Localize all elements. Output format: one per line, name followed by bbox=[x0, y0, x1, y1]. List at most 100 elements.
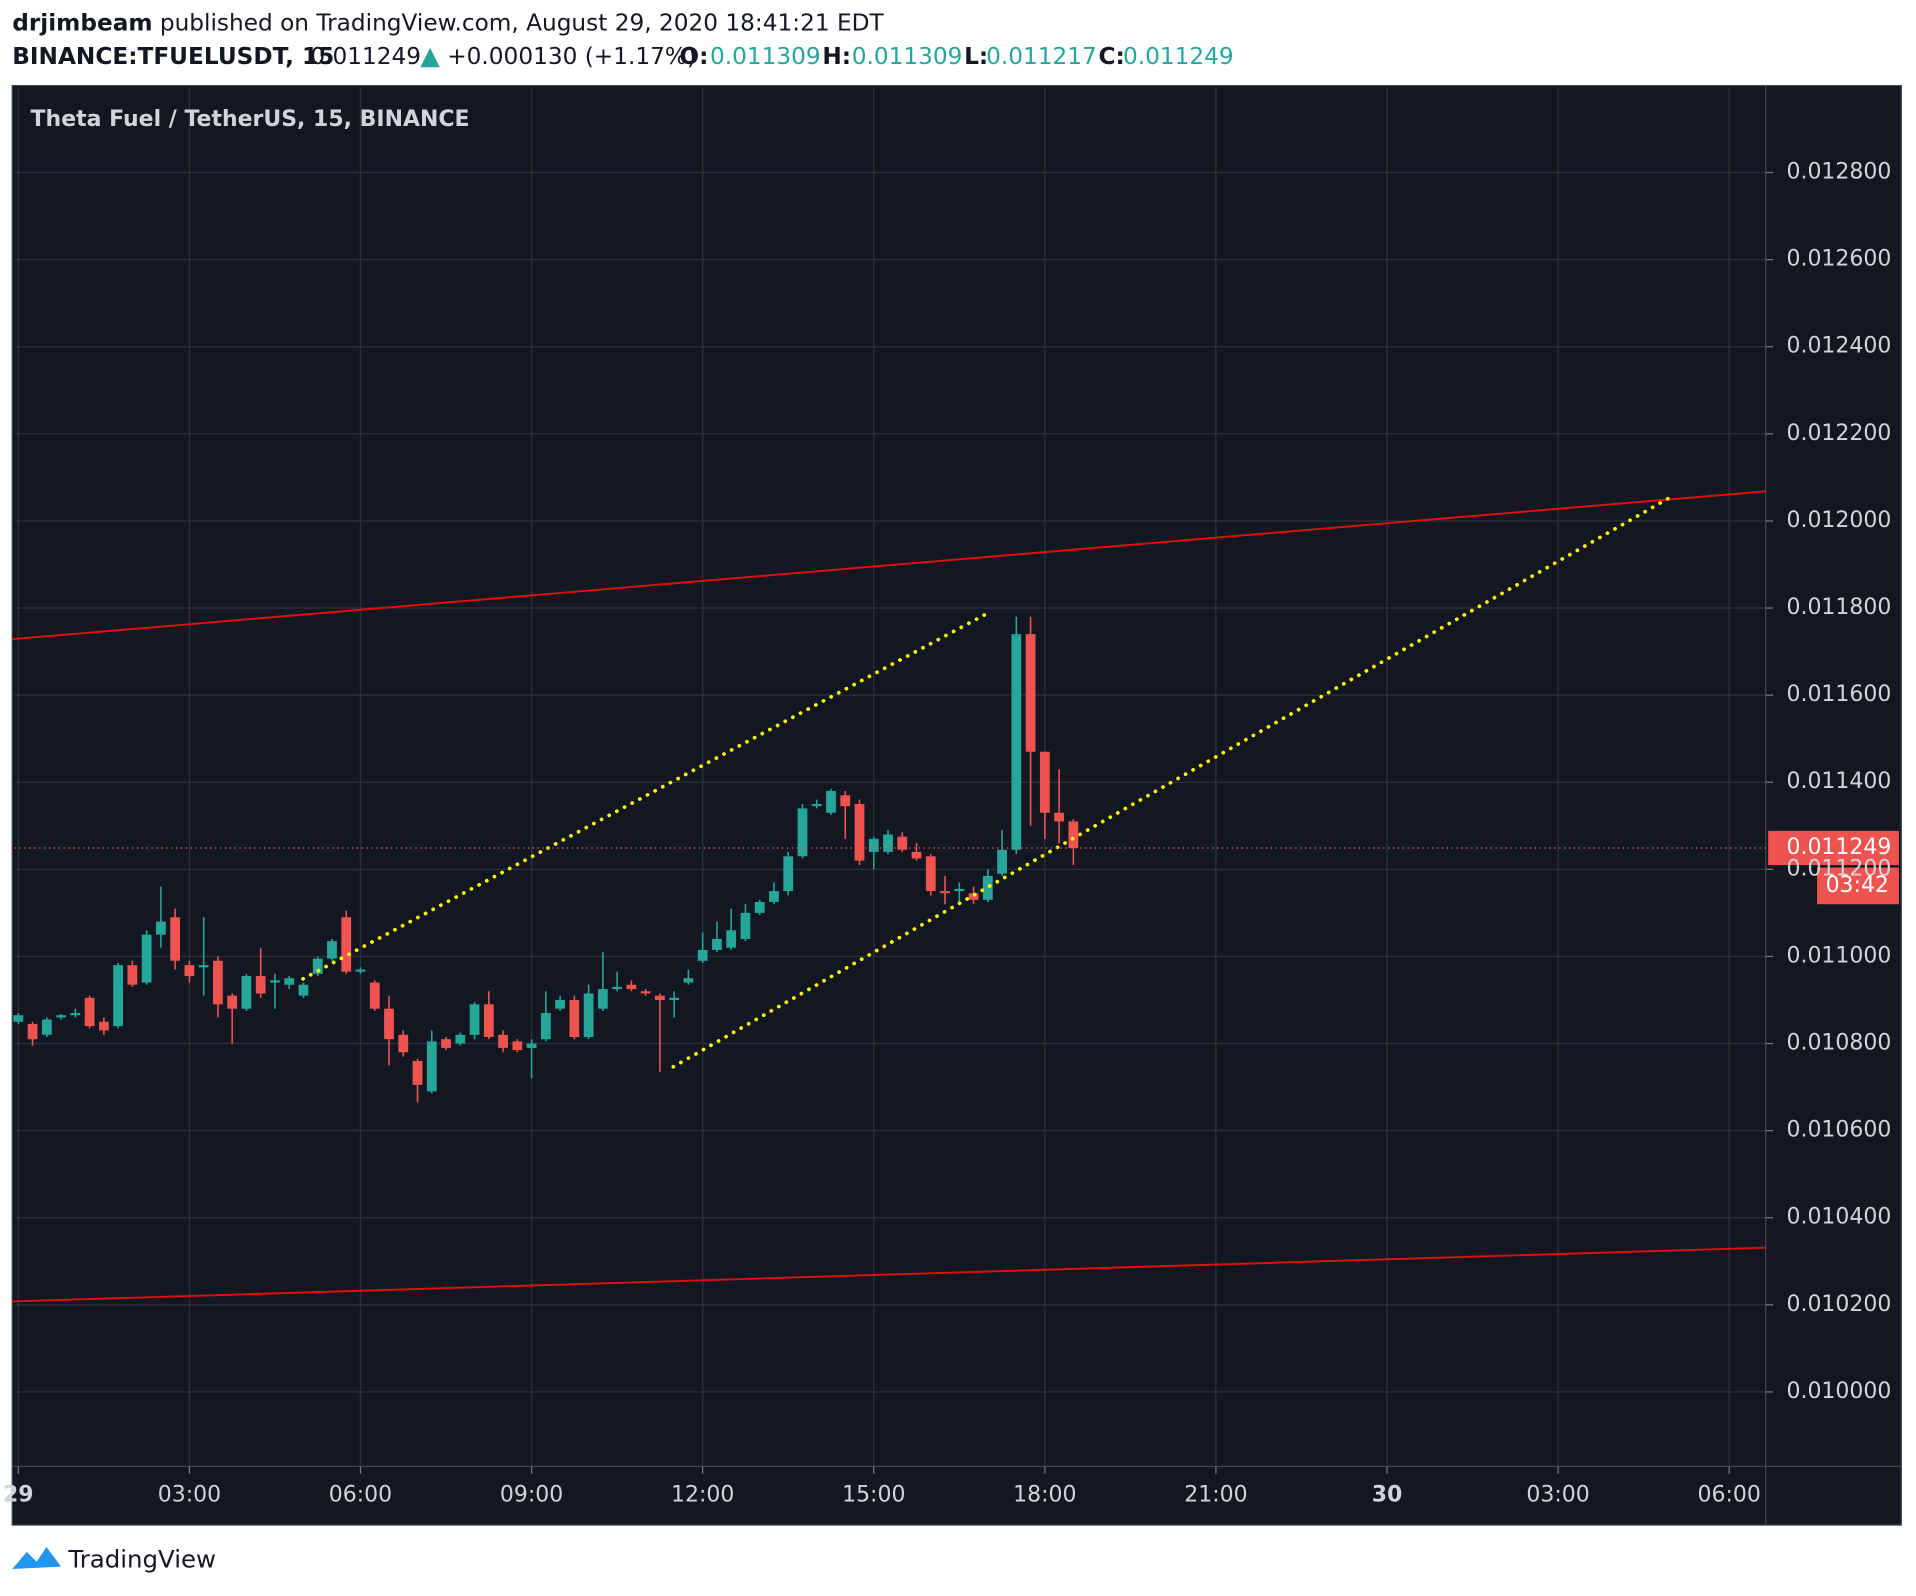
ohlc-label: H: bbox=[822, 43, 851, 70]
candle-body bbox=[1068, 821, 1079, 848]
candle-body bbox=[469, 1004, 480, 1035]
candle-body bbox=[868, 838, 879, 852]
y-tick-label: 0.010000 bbox=[1786, 1379, 1891, 1404]
candle-body bbox=[655, 995, 665, 1000]
candle-body bbox=[270, 980, 280, 983]
candle-body bbox=[255, 976, 266, 994]
candle-body bbox=[98, 1021, 109, 1031]
ohlc-label: L: bbox=[964, 43, 988, 70]
y-tick-label: 0.012400 bbox=[1786, 334, 1891, 359]
candle-body bbox=[355, 969, 366, 972]
candle-body bbox=[27, 1023, 38, 1040]
x-tick-label: 03:00 bbox=[1526, 1483, 1589, 1508]
candle-body bbox=[455, 1034, 466, 1044]
candle-body bbox=[70, 1013, 81, 1016]
countdown-label: 03:42 bbox=[1826, 873, 1889, 898]
candle-body bbox=[184, 965, 195, 977]
candle-body bbox=[1039, 751, 1050, 813]
x-tick-label: 06:00 bbox=[329, 1483, 392, 1508]
candle-body bbox=[740, 912, 751, 940]
y-tick-label: 0.011400 bbox=[1786, 769, 1891, 794]
y-tick-label: 0.011200 bbox=[1786, 856, 1891, 881]
candle-body bbox=[783, 856, 794, 892]
candle-body bbox=[512, 1041, 523, 1051]
candles bbox=[13, 616, 1079, 1103]
ohlc-label: O: bbox=[679, 43, 708, 70]
candle-body bbox=[227, 995, 238, 1009]
x-tick-label: 09:00 bbox=[500, 1483, 563, 1508]
candle-body bbox=[155, 921, 166, 935]
candle-body bbox=[498, 1034, 508, 1048]
y-tick-label: 0.010200 bbox=[1786, 1292, 1891, 1317]
candle-body bbox=[811, 804, 822, 807]
candle-body bbox=[982, 875, 993, 900]
candle-body bbox=[840, 795, 851, 807]
candle-body bbox=[113, 965, 124, 1027]
candle-body bbox=[369, 982, 380, 1009]
candle-body bbox=[769, 891, 779, 902]
x-tick-label: 29 bbox=[3, 1483, 34, 1508]
candle-body bbox=[284, 978, 295, 985]
ohlc-value: 0.011217 bbox=[986, 43, 1097, 70]
candle-body bbox=[1011, 634, 1022, 850]
candle-body bbox=[797, 808, 808, 857]
candle-body bbox=[170, 917, 181, 961]
candle-body bbox=[911, 851, 922, 859]
y-tick-label: 0.011800 bbox=[1786, 595, 1891, 620]
candle-body bbox=[398, 1034, 409, 1053]
candle-body bbox=[697, 949, 708, 961]
candle-body bbox=[583, 993, 594, 1038]
candle-body bbox=[940, 891, 950, 894]
ohlc-label: C: bbox=[1099, 43, 1125, 70]
candle-body bbox=[883, 834, 893, 852]
candle-body bbox=[640, 991, 651, 994]
x-tick-label: 03:00 bbox=[158, 1483, 221, 1508]
publisher-line: drjimbeam published on TradingView.com, A… bbox=[12, 9, 884, 36]
y-tick-label: 0.012600 bbox=[1786, 247, 1891, 272]
candle-body bbox=[56, 1015, 66, 1018]
brand-logo bbox=[12, 1547, 62, 1570]
dotted-trend-line bbox=[671, 496, 1670, 1069]
price: 0.011249 bbox=[310, 43, 421, 70]
ohlc-value: 0.011249 bbox=[1123, 43, 1234, 70]
candle-body bbox=[555, 999, 565, 1009]
candle-body bbox=[897, 836, 908, 850]
candle-body bbox=[441, 1039, 451, 1048]
y-tick-label: 0.012800 bbox=[1786, 160, 1891, 185]
trend-line bbox=[12, 490, 1766, 641]
y-tick-label: 0.012200 bbox=[1786, 421, 1891, 446]
ohlc-value: 0.011309 bbox=[710, 43, 821, 70]
dotted-trend-line bbox=[301, 612, 987, 981]
x-tick-label: 12:00 bbox=[671, 1483, 734, 1508]
candle-body bbox=[1025, 634, 1036, 752]
candle-body bbox=[925, 856, 936, 892]
ohlc-value: 0.011309 bbox=[852, 43, 963, 70]
brand: TradingView bbox=[12, 1544, 216, 1573]
candle-body bbox=[298, 984, 309, 996]
candle-body bbox=[241, 976, 252, 1009]
candle-body bbox=[341, 917, 352, 972]
trend-line bbox=[12, 1246, 1766, 1303]
candle-body bbox=[41, 1019, 52, 1035]
candle-body bbox=[384, 1008, 394, 1040]
candle-body bbox=[1054, 812, 1064, 822]
candle-body bbox=[327, 941, 337, 959]
candle-body bbox=[526, 1043, 537, 1048]
last-price-label: 0.011249 bbox=[1786, 835, 1891, 860]
candle-body bbox=[312, 958, 323, 974]
candle-body bbox=[213, 960, 223, 1005]
candle-body bbox=[997, 849, 1007, 874]
y-tick-label: 0.010800 bbox=[1786, 1031, 1891, 1056]
y-tick-label: 0.010600 bbox=[1786, 1118, 1891, 1143]
publisher: drjimbeam bbox=[12, 9, 152, 36]
x-tick-label: 30 bbox=[1372, 1483, 1403, 1508]
candle-body bbox=[13, 1015, 24, 1022]
y-tick-label: 0.010400 bbox=[1786, 1205, 1891, 1230]
candle-body bbox=[597, 989, 608, 1009]
chart-title: Theta Fuel / TetherUS, 15, BINANCE bbox=[31, 107, 470, 132]
y-tick-label: 0.011000 bbox=[1786, 943, 1891, 968]
candle-body bbox=[954, 888, 965, 892]
published-text: published on TradingView.com, August 29,… bbox=[160, 9, 885, 36]
candle-body bbox=[712, 939, 722, 950]
candle-body bbox=[626, 984, 637, 990]
